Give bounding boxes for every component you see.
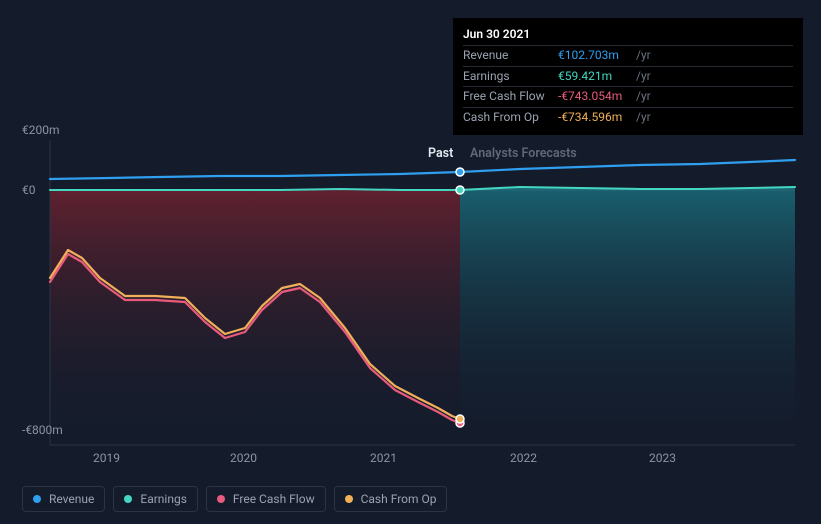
- legend-item-free-cash-flow[interactable]: Free Cash Flow: [206, 486, 326, 512]
- tooltip-row: Cash From Op-€734.596m/yr: [463, 107, 793, 127]
- tooltip-metric-label: Revenue: [463, 47, 558, 64]
- x-axis-label: 2022: [510, 451, 537, 465]
- legend-item-cash-from-op[interactable]: Cash From Op: [334, 486, 448, 512]
- legend-label: Revenue: [49, 492, 94, 506]
- legend-dot: [217, 495, 225, 503]
- tooltip-metric-label: Earnings: [463, 68, 558, 85]
- tooltip-row: Free Cash Flow-€743.054m/yr: [463, 86, 793, 106]
- legend-item-revenue[interactable]: Revenue: [22, 486, 105, 512]
- tooltip-card: Jun 30 2021 Revenue€102.703m/yrEarnings€…: [453, 18, 803, 135]
- tooltip-unit: /yr: [633, 47, 651, 64]
- y-axis-label: -€800m: [22, 423, 63, 437]
- x-axis-label: 2023: [649, 451, 676, 465]
- legend-label: Free Cash Flow: [233, 492, 315, 506]
- tooltip-metric-label: Free Cash Flow: [463, 88, 558, 105]
- legend-item-earnings[interactable]: Earnings: [113, 486, 198, 512]
- financial-chart: Jun 30 2021 Revenue€102.703m/yrEarnings€…: [0, 0, 821, 524]
- y-axis-label: €0: [22, 183, 36, 197]
- past-label: Past: [428, 146, 453, 161]
- x-axis-label: 2020: [230, 451, 257, 465]
- legend: Revenue Earnings Free Cash Flow Cash From O…: [22, 486, 447, 512]
- legend-dot: [33, 495, 41, 503]
- legend-dot: [124, 495, 132, 503]
- legend-label: Cash From Op: [361, 492, 437, 506]
- tooltip-metric-value: €102.703m: [558, 47, 633, 64]
- tooltip-metric-value: -€743.054m: [558, 88, 633, 105]
- tooltip-metric-value: €59.421m: [558, 68, 633, 85]
- legend-label: Earnings: [140, 492, 187, 506]
- tooltip-row: Revenue€102.703m/yr: [463, 45, 793, 65]
- tooltip-unit: /yr: [633, 68, 651, 85]
- tooltip-metric-value: -€734.596m: [558, 109, 633, 126]
- tooltip-metric-label: Cash From Op: [463, 109, 558, 126]
- x-axis-label: 2021: [370, 451, 397, 465]
- tooltip-row: Earnings€59.421m/yr: [463, 66, 793, 86]
- tooltip-date: Jun 30 2021: [463, 24, 793, 45]
- x-axis-label: 2019: [93, 451, 120, 465]
- legend-dot: [345, 495, 353, 503]
- tooltip-unit: /yr: [633, 109, 651, 126]
- tooltip-unit: /yr: [633, 88, 651, 105]
- y-axis-label: €200m: [22, 123, 60, 137]
- forecasts-label: Analysts Forecasts: [470, 146, 577, 161]
